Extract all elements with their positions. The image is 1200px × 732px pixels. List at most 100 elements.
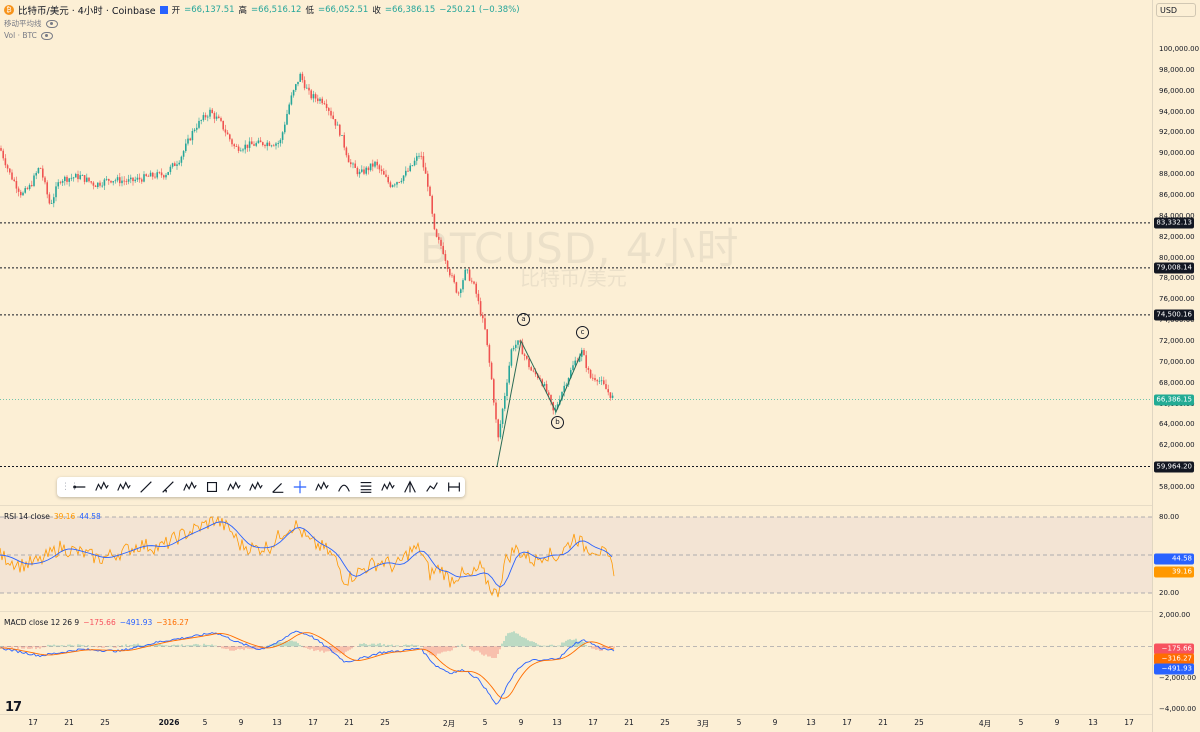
candle-body	[196, 127, 198, 130]
trend-line-icon[interactable]	[135, 477, 157, 497]
candle-body	[363, 169, 365, 174]
ma-indicator-legend[interactable]: 移动平均线	[4, 18, 58, 29]
candle-body	[116, 177, 119, 181]
candle-body	[365, 167, 367, 174]
candle-body	[70, 177, 73, 179]
wave-label-b[interactable]: b	[551, 416, 564, 429]
time-tick-label: 9	[1054, 718, 1060, 727]
macd-histogram-bar	[409, 645, 411, 647]
candle-body	[495, 402, 497, 420]
flag-icon[interactable]	[159, 6, 168, 14]
candle-body	[149, 172, 152, 177]
macd-histogram-bar	[81, 645, 83, 647]
candle-body	[6, 165, 9, 169]
ray-icon[interactable]	[157, 477, 179, 497]
rsi-legend[interactable]: RSI 14 close 39.16 44.58	[4, 512, 101, 521]
drag-handle-icon[interactable]: ⋮⋮	[61, 482, 79, 492]
macd-histogram-bar	[417, 645, 419, 647]
elliott-wave-icon[interactable]	[223, 477, 245, 497]
candle-body	[383, 171, 385, 175]
candle-body	[510, 349, 513, 366]
macd-histogram-bar	[431, 646, 433, 656]
price-chart[interactable]	[0, 0, 1152, 732]
parallel-channel-icon[interactable]	[179, 477, 201, 497]
eye-icon[interactable]	[40, 31, 53, 40]
candle-body	[193, 129, 196, 132]
price-level-badge[interactable]: 74,500.16	[1154, 309, 1194, 321]
price-level-badge[interactable]: 79,008.14	[1154, 262, 1194, 274]
fib-extension-icon[interactable]	[377, 477, 399, 497]
macd-histogram-bar	[163, 645, 165, 647]
tradingview-logo[interactable]: 17	[5, 700, 22, 715]
fib-retracement-icon[interactable]	[355, 477, 377, 497]
currency-selector[interactable]: USD	[1156, 3, 1196, 17]
wave-pattern-icon[interactable]	[245, 477, 267, 497]
candle-body	[275, 143, 277, 146]
vol-indicator-legend[interactable]: Vol · BTC	[4, 31, 53, 40]
macd-histogram-bar	[135, 644, 137, 647]
macd-histogram-bar	[379, 643, 381, 647]
macd-histogram-bar	[497, 646, 499, 654]
macd-histogram-bar	[509, 632, 511, 647]
candle-body	[413, 160, 416, 166]
candle-body	[132, 177, 134, 182]
macd-histogram-bar	[79, 644, 81, 647]
head-shoulders-icon[interactable]	[311, 477, 333, 497]
wave-label-a[interactable]: a	[517, 313, 530, 326]
path-icon[interactable]	[421, 477, 443, 497]
macd-histogram-bar	[505, 635, 507, 647]
macd-histogram-bar	[573, 639, 575, 647]
macd-legend[interactable]: MACD close 12 26 9 −175.66 −491.93 −316.…	[4, 618, 189, 627]
horizontal-line-icon[interactable]	[69, 477, 91, 497]
macd-histogram-bar	[553, 645, 555, 647]
xabcd-pattern-icon[interactable]	[91, 477, 113, 497]
candle-body	[165, 174, 167, 178]
macd-histogram-bar	[249, 646, 251, 650]
candle-body	[554, 408, 557, 411]
candle-body	[427, 173, 429, 187]
candle-body	[88, 177, 90, 182]
candle-body	[26, 188, 29, 190]
symbol-title[interactable]: 比特币/美元 · 4小时 · Coinbase	[18, 6, 156, 17]
angle-icon[interactable]	[267, 477, 289, 497]
pane-separator-rsi[interactable]	[0, 505, 1152, 506]
candle-body	[281, 132, 284, 140]
elliott-wave-icon-glyph	[227, 481, 241, 491]
time-tick-label: 25	[100, 718, 110, 727]
candle-body	[255, 143, 257, 146]
candle-body	[407, 170, 409, 172]
pitchfork-icon[interactable]	[399, 477, 421, 497]
date-price-range-icon[interactable]	[443, 477, 465, 497]
candle-body	[592, 377, 594, 379]
macd-histogram-bar	[29, 646, 31, 650]
indicator-panes[interactable]	[0, 0, 1152, 732]
candle-body	[31, 185, 33, 186]
ray-icon-glyph	[162, 481, 174, 493]
wave-label-c[interactable]: c	[576, 326, 589, 339]
crosshair-icon[interactable]	[289, 477, 311, 497]
price-tick-label: 76,000.00	[1159, 295, 1195, 304]
candle-body	[46, 182, 48, 195]
price-level-badge[interactable]: 59,964.20	[1154, 461, 1194, 473]
pane-separator-macd[interactable]	[0, 611, 1152, 612]
price-level-badge[interactable]: 83,332.13	[1154, 217, 1194, 229]
open-value: =66,137.51	[184, 5, 235, 15]
candle-body	[266, 142, 268, 147]
rectangle-icon[interactable]	[201, 477, 223, 497]
macd-histogram-bar	[137, 643, 139, 647]
macd-histogram-bar	[73, 645, 75, 647]
macd-histogram-bar	[577, 641, 579, 647]
eye-icon[interactable]	[45, 19, 58, 28]
arc-icon[interactable]	[333, 477, 355, 497]
macd-histogram-bar	[115, 646, 117, 648]
candle-body	[561, 392, 563, 400]
macd-histogram-bar	[261, 646, 263, 648]
candle-body	[176, 164, 178, 166]
macd-histogram-bar	[563, 642, 565, 647]
macd-histogram-bar	[57, 645, 59, 647]
abcd-pattern-icon[interactable]	[113, 477, 135, 497]
candle-body	[391, 185, 394, 187]
candle-body	[409, 165, 411, 172]
candle-body	[585, 355, 587, 369]
candle-body	[299, 73, 301, 82]
